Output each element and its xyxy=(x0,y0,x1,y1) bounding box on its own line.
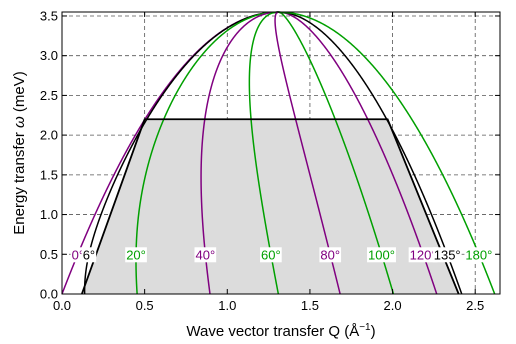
y-tick-label: 3.5 xyxy=(40,8,58,23)
angle-curve-135 xyxy=(278,11,463,295)
angle-label-bg xyxy=(125,247,147,263)
angle-label-bg xyxy=(367,247,396,263)
coverage-region xyxy=(81,119,459,294)
y-axis-label-symbol: ω xyxy=(11,116,28,128)
angle-label-180: 180° xyxy=(465,247,492,262)
angle-label-40: 40° xyxy=(196,247,216,262)
angle-label-bg xyxy=(408,247,438,263)
y-tick-label: 2.5 xyxy=(40,88,58,103)
angle-label-20: 20° xyxy=(126,247,146,262)
y-tick-label: 0.0 xyxy=(40,287,58,302)
angle-label-0: 0° xyxy=(72,247,84,262)
angle-curve-60 xyxy=(248,11,280,295)
x-tick-label: 2.0 xyxy=(384,298,402,313)
x-axis-label-text: Wave vector transfer Q (Å xyxy=(186,323,359,340)
x-tick-label: 1.0 xyxy=(218,298,236,313)
ticks: 0.0 0.5 1.0 1.5 2.0 2.5 0.0 0.5 1.0 1.5 2.0 2.5 3.0 3… xyxy=(40,8,500,313)
angle-label-135: 135° xyxy=(434,247,461,262)
y-tick-label: 3.0 xyxy=(40,48,58,63)
y-tick-label: 1.5 xyxy=(40,167,58,182)
angle-curve-20 xyxy=(135,11,279,295)
angle-label-80: 80° xyxy=(320,247,340,262)
x-axis-label: Wave vector transfer Q (Å−1) xyxy=(186,322,375,340)
y-tick-label: 0.5 xyxy=(40,247,58,262)
plot-frame xyxy=(61,11,501,295)
y-axis-label: Energy transfer ω (meV) xyxy=(11,71,28,234)
angle-curve-100 xyxy=(278,11,395,295)
angle-label-bg xyxy=(432,247,462,263)
angle-label-bg xyxy=(464,247,494,263)
angle-curve-6 xyxy=(83,11,279,295)
angle-curves xyxy=(61,11,496,295)
angle-label-100: 100° xyxy=(368,247,395,262)
angle-label-bg xyxy=(319,247,342,263)
angle-label-bg xyxy=(81,247,97,263)
y-axis-label-suffix: (meV) xyxy=(11,71,28,116)
angle-labels: 0°6° 20° 40° 60° 80° 100° 120°135° 180° xyxy=(70,247,494,263)
x-axis-label-sup: −1 xyxy=(359,322,371,333)
angle-label-bg xyxy=(260,247,282,263)
angle-label-120: 120° xyxy=(410,247,437,262)
x-axis-label-close: ) xyxy=(371,323,376,340)
angle-label-bg xyxy=(194,247,217,263)
y-tick-label: 2.0 xyxy=(40,128,58,143)
angle-label-6: 6° xyxy=(83,247,95,262)
x-tick-label: 1.5 xyxy=(301,298,319,313)
y-axis-label-prefix: Energy transfer xyxy=(11,128,28,235)
angle-curve-40 xyxy=(200,11,279,295)
angle-label-bg xyxy=(70,247,86,263)
y-tick-label: 1.0 xyxy=(40,207,58,222)
x-tick-label: 0.0 xyxy=(53,298,71,313)
x-tick-label: 2.5 xyxy=(466,298,484,313)
angle-curve-180 xyxy=(278,11,496,295)
angle-curve-120 xyxy=(278,11,438,295)
angle-label-60: 60° xyxy=(261,247,281,262)
coverage-outline xyxy=(80,118,460,295)
coverage-fill xyxy=(81,119,459,294)
angle-curve-80 xyxy=(274,11,341,295)
x-tick-label: 0.5 xyxy=(136,298,154,313)
